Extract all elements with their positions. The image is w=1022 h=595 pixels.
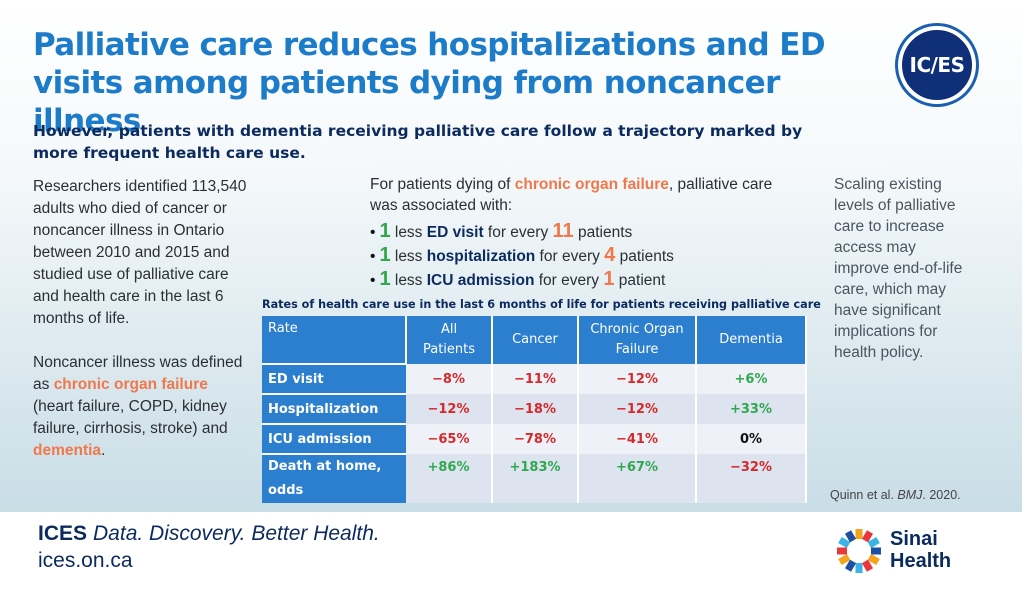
table-cell: −78% xyxy=(492,424,579,454)
study-description: Researchers identified 113,540 adults wh… xyxy=(33,176,248,462)
citation: Quinn et al. BMJ. 2020. xyxy=(830,488,961,502)
bullet: • xyxy=(370,272,376,289)
brand-tagline: Data. Discovery. Better Health. xyxy=(93,522,380,545)
headline: Palliative care reduces hospitalizations… xyxy=(33,27,826,139)
bullet: • xyxy=(370,224,376,241)
row-label-hospitalization: Hospitalization xyxy=(262,393,406,424)
table-cell: +6% xyxy=(696,364,807,394)
ices-logo: IC/ES xyxy=(898,26,976,104)
chronic-organ-failure-highlight: chronic organ failure xyxy=(514,176,669,193)
table-title: Rates of health care use in the last 6 m… xyxy=(262,298,821,311)
table-cell: −12% xyxy=(578,394,697,424)
noncancer-definition: Noncancer illness was defined as chronic… xyxy=(33,354,243,459)
table-cell: −32% xyxy=(696,454,807,503)
table-row: Death at home, odds +86% +183% +67% −32% xyxy=(262,453,807,503)
table-cell: −65% xyxy=(406,424,493,454)
table-row: Hospitalization −12% −18% −12% +33% xyxy=(262,393,807,424)
column-header-dementia: Dementia xyxy=(696,316,807,364)
table-cell: +86% xyxy=(406,454,493,503)
table-cell: +183% xyxy=(492,454,579,503)
sinai-health-wordmark: Sinai Health xyxy=(890,528,952,572)
policy-implication: Scaling existing levels of palliative ca… xyxy=(834,176,963,361)
table-cell: +33% xyxy=(696,394,807,424)
column-header-all-patients: All Patients xyxy=(406,316,493,364)
footer xyxy=(0,512,1022,595)
sinai-health-logo-icon xyxy=(837,529,881,573)
table-row: ED visit −8% −11% −12% +6% xyxy=(262,363,807,394)
subheadline: However, patients with dementia receivin… xyxy=(33,122,803,162)
dementia-highlight: dementia xyxy=(33,442,102,459)
chronic-organ-failure-highlight: chronic organ failure xyxy=(53,376,208,393)
website-link[interactable]: ices.on.ca xyxy=(38,549,133,572)
table-cell: +67% xyxy=(578,454,697,503)
bullet: • xyxy=(370,248,376,265)
column-header-chronic-organ-failure: Chronic Organ Failure xyxy=(578,316,697,364)
table-row: ICU admission −65% −78% −41% 0% xyxy=(262,423,807,454)
footer-brand: ICES Data. Discovery. Better Health. xyxy=(38,522,380,546)
table-cell: −12% xyxy=(578,364,697,394)
column-header-cancer: Cancer xyxy=(492,316,579,364)
table-cell: −12% xyxy=(406,394,493,424)
row-label-ed-visit: ED visit xyxy=(262,363,406,394)
table-cell: −11% xyxy=(492,364,579,394)
brand-name: ICES xyxy=(38,522,88,545)
row-label-death-at-home: Death at home, odds xyxy=(262,453,406,503)
table-header-row: Rate All Patients Cancer Chronic Organ F… xyxy=(262,316,807,364)
study-summary: Researchers identified 113,540 adults wh… xyxy=(33,178,247,327)
table-cell: 0% xyxy=(696,424,807,454)
finding-ed-visit: • 1 less ED visit for every 11 patients xyxy=(370,220,633,242)
row-label-icu-admission: ICU admission xyxy=(262,423,406,454)
table-cell: −41% xyxy=(578,424,697,454)
table-cell: −18% xyxy=(492,394,579,424)
findings-list: • 1 less ED visit for every 11 patients •… xyxy=(370,220,810,292)
finding-hospitalization: • 1 less hospitalization for every 4 pati… xyxy=(370,244,674,266)
rates-table: Rate All Patients Cancer Chronic Organ F… xyxy=(262,316,807,503)
column-header-rate: Rate xyxy=(262,316,407,364)
table-cell: −8% xyxy=(406,364,493,394)
findings-intro: For patients dying of chronic organ fail… xyxy=(370,176,773,214)
finding-icu-admission: • 1 less ICU admission for every 1 patien… xyxy=(370,268,666,290)
